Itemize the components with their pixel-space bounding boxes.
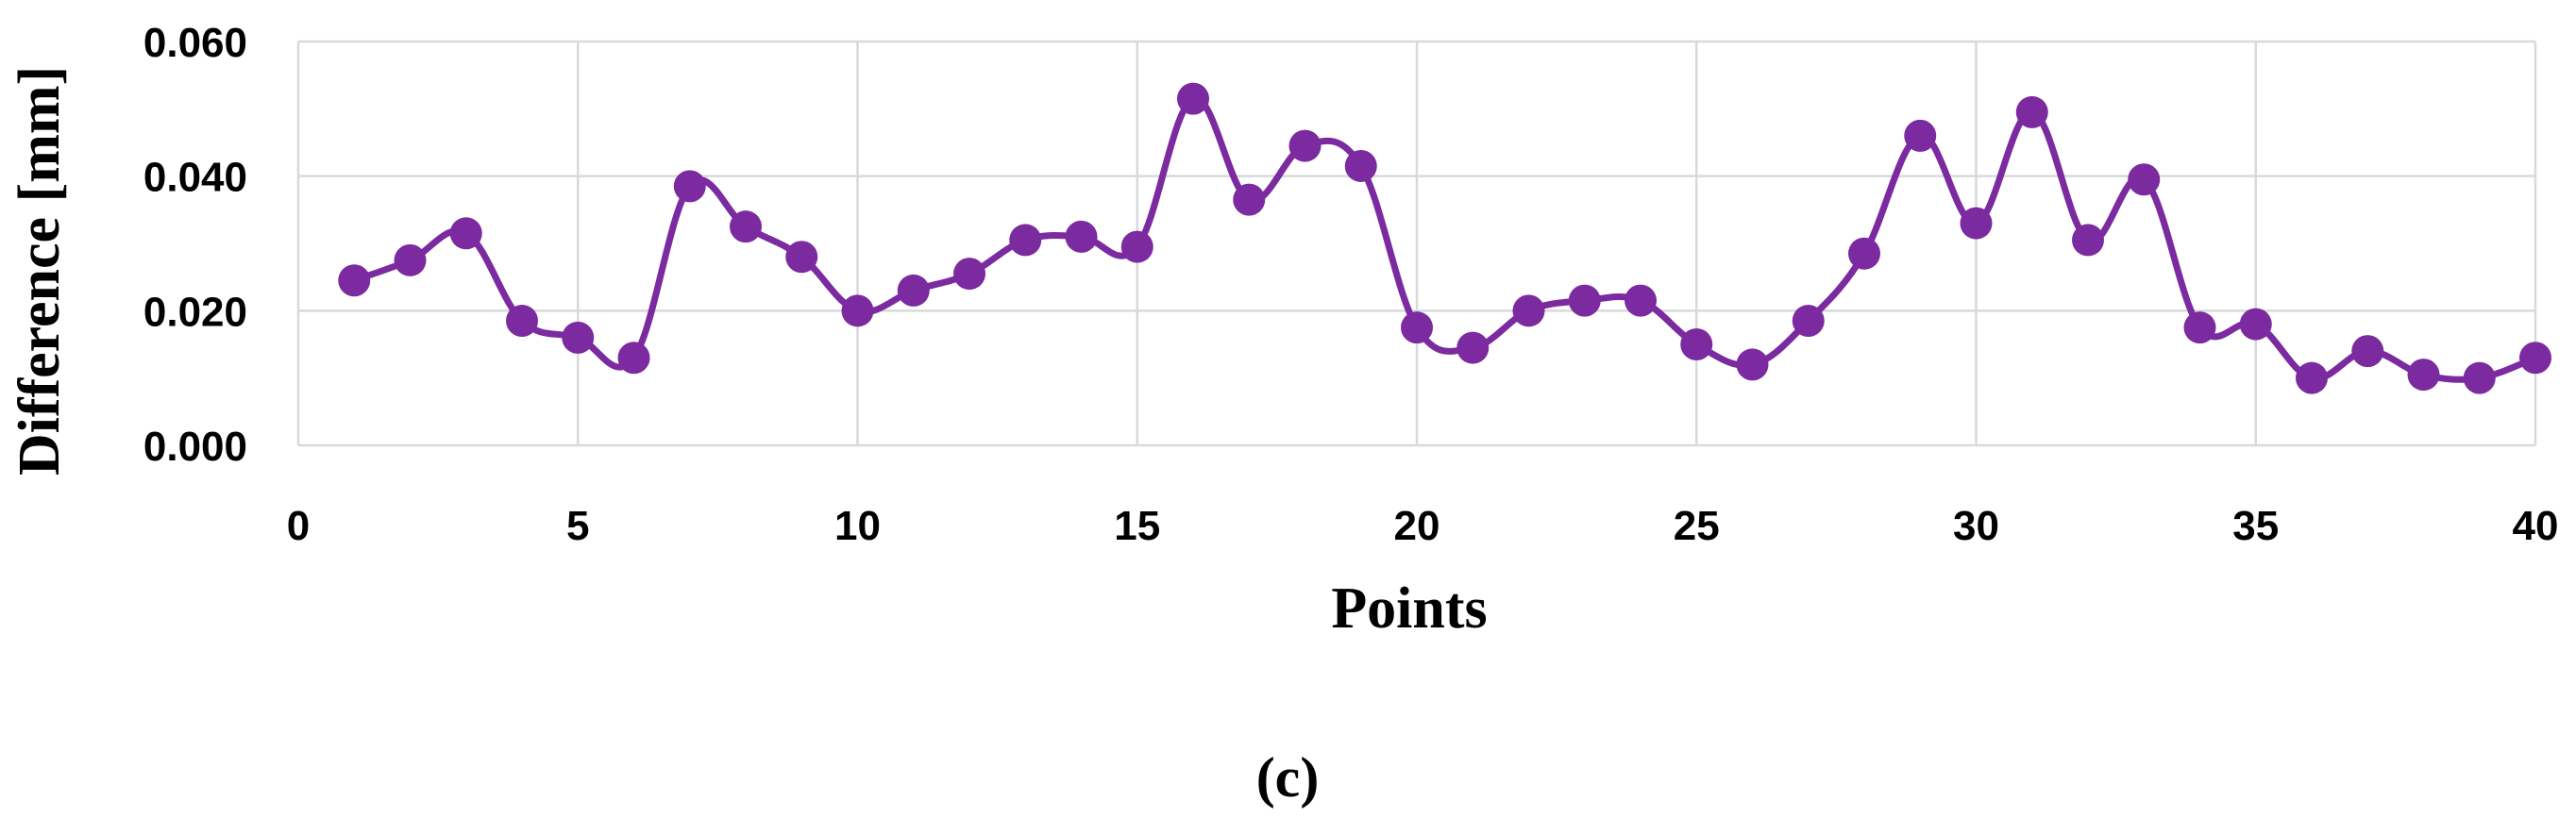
data-point [1680, 328, 1713, 360]
data-point [617, 342, 650, 375]
data-point [1960, 207, 1993, 240]
x-tick-label: 5 [566, 503, 589, 549]
data-point [1512, 294, 1545, 327]
data-point [841, 294, 874, 327]
data-points [338, 82, 2551, 394]
y-tick-label: 0.000 [143, 424, 247, 470]
data-point [785, 241, 818, 274]
y-axis-title: Difference [mm] [8, 66, 72, 476]
data-point [1736, 348, 1769, 381]
data-point [2519, 342, 2551, 375]
data-point [1904, 119, 1937, 152]
data-point [1120, 230, 1153, 263]
x-tick-label: 35 [2232, 503, 2279, 549]
data-point [338, 264, 371, 297]
data-point [2128, 163, 2161, 196]
figure-caption: (c) [1256, 746, 1320, 809]
data-point [1568, 284, 1601, 317]
data-point [2351, 335, 2384, 368]
data-point [1401, 311, 1433, 344]
x-tick-labels: 0 5 10 15 20 25 30 35 40 [287, 503, 2559, 549]
data-point [449, 217, 482, 250]
x-tick-label: 10 [834, 503, 881, 549]
data-point [1233, 183, 1266, 216]
data-point [2407, 359, 2440, 392]
data-point [953, 258, 985, 291]
data-point [1177, 82, 1209, 115]
x-tick-label: 20 [1394, 503, 1440, 549]
data-point [2072, 224, 2104, 257]
data-point [730, 210, 762, 243]
data-point [1456, 331, 1490, 364]
data-point [2296, 361, 2328, 394]
data-point [2239, 308, 2272, 341]
data-point [2183, 311, 2216, 344]
y-tick-label: 0.040 [143, 155, 247, 201]
x-tick-label: 40 [2513, 503, 2559, 549]
x-tick-label: 0 [287, 503, 310, 549]
x-tick-label: 15 [1114, 503, 1160, 549]
data-point [1848, 237, 1880, 270]
data-point [2463, 361, 2496, 394]
data-point [506, 305, 538, 338]
data-point [1625, 284, 1657, 317]
data-point [562, 321, 595, 354]
data-point [1065, 220, 1098, 253]
data-point [2015, 95, 2048, 128]
data-point [1344, 149, 1377, 182]
data-point [1288, 129, 1322, 162]
x-tick-label: 25 [1674, 503, 1720, 549]
data-point [394, 243, 427, 276]
data-point [897, 274, 930, 307]
y-tick-labels: 0.000 0.020 0.040 0.060 [143, 20, 247, 470]
data-point [1792, 305, 1825, 338]
data-point [673, 170, 706, 203]
y-tick-label: 0.060 [143, 20, 247, 66]
x-tick-label: 30 [1953, 503, 1999, 549]
grid-lines [296, 40, 2537, 447]
y-tick-label: 0.020 [143, 289, 247, 335]
x-axis-title: Points [1331, 576, 1487, 641]
data-point [1009, 224, 1042, 257]
